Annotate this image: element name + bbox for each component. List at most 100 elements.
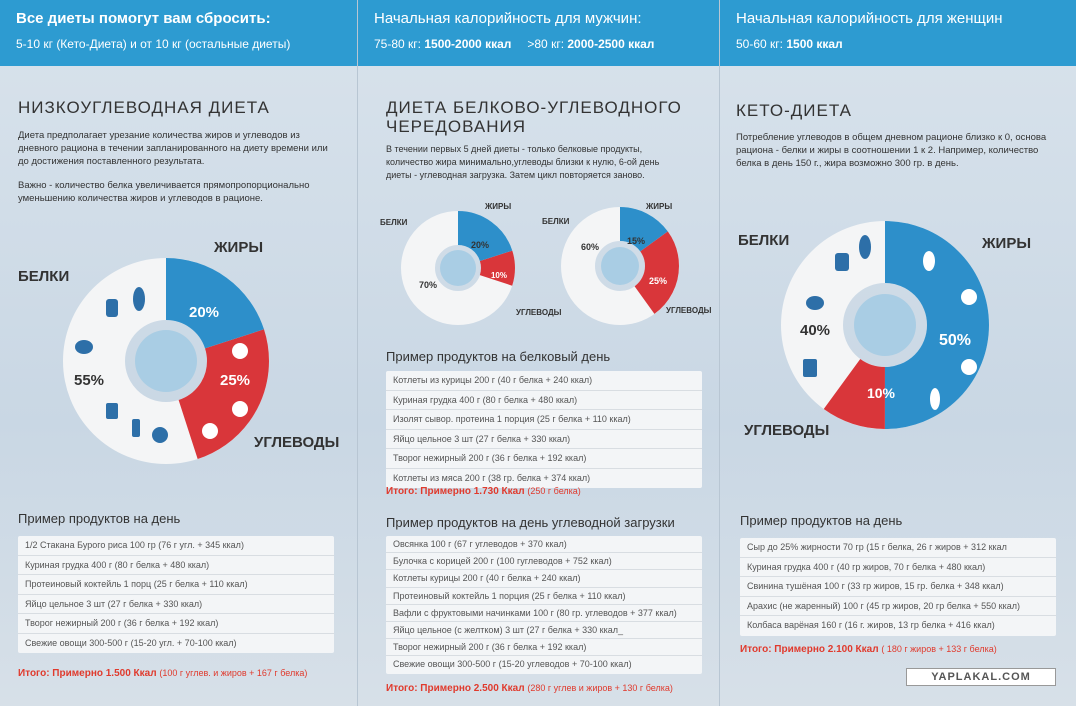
fat-pct: 20%	[189, 304, 219, 321]
jar-icon	[106, 403, 118, 419]
cheese-wedge-icon	[961, 359, 977, 375]
panel-low-carb: Все диеты помогут вам сбросить: 5-10 кг …	[0, 0, 358, 706]
jar-icon	[803, 359, 817, 377]
panel2-title: Диета белково-углеводного чередования	[386, 98, 682, 136]
panel2-examples2-title: Пример продуктов на день углеводной загр…	[386, 515, 675, 530]
panel3-title: Кето-диета	[736, 101, 852, 120]
panel1-header: Все диеты помогут вам сбросить: 5-10 кг …	[0, 0, 358, 66]
list-item: Вафли с фруктовыми начинками 100 г (80 г…	[386, 605, 702, 622]
list-item: Яйцо цельное 3 шт (27 г белка + 330 ккал…	[386, 430, 702, 449]
panel3-header: Начальная калорийность для женщин 50-60 …	[720, 0, 1076, 66]
header-val: 1500 ккал	[786, 37, 843, 51]
panel1-desc2: Важно - количество белка увеличивается п…	[18, 180, 310, 204]
panel3-desc: Потребление углеводов в общем дневном ра…	[736, 132, 1047, 169]
total-note: (100 г углев. и жиров + 167 г белка)	[159, 668, 308, 678]
list-item: Арахис (не жаренный) 100 г (45 гр жиров,…	[740, 597, 1056, 616]
panel1-examples-title: Пример продуктов на день	[18, 511, 181, 526]
panel3-carbs-label: УГЛЕВОДЫ	[744, 422, 830, 439]
list-item: Яйцо цельное 3 шт (27 г белка + 330 ккал…	[18, 595, 334, 614]
panel2-a-fat-label: ЖИРЫ	[485, 202, 512, 211]
list-item: Булочка с корицей 200 г (100 гуглеводов …	[386, 553, 702, 571]
total-label: Итого: Примерно 2.100 Ккал	[740, 644, 879, 655]
carbs-pct: 25%	[649, 276, 667, 286]
rice-icon	[232, 343, 248, 359]
avocado-icon	[923, 251, 935, 271]
list-item: Протеиновый коктейль 1 порция (25 г белк…	[386, 588, 702, 605]
fat-slice	[63, 258, 269, 464]
panel3-examples-title: Пример продуктов на день	[740, 513, 903, 528]
donut-hole	[135, 330, 197, 392]
panel1-title: Низкоуглеводная диета	[18, 98, 270, 117]
panel3-fat-label: ЖИРЫ	[982, 235, 1032, 252]
list-item: Творог нежирный 200 г (36 г белка + 192 …	[18, 614, 334, 634]
list-item: Изолят сывор. протеина 1 порция (25 г бе…	[386, 410, 702, 430]
fish-icon	[133, 287, 145, 311]
list-item: Куриная грудка 400 г (80 г белка + 480 к…	[18, 556, 334, 575]
panel1-header-sub: 5-10 кг (Кето-Диета) и от 10 кг (остальн…	[16, 37, 291, 51]
fat-pct: 50%	[939, 332, 971, 349]
panel3-total: Итого: Примерно 2.100 Ккал ( 180 г жиров…	[740, 644, 1070, 655]
panel1-examples-list: 1/2 Стакана Бурого риса 100 гр (76 г угл…	[18, 536, 334, 653]
panel2-desc: В течении первых 5 дней диеты - только б…	[386, 144, 660, 180]
carbs-slice	[561, 207, 679, 325]
drumstick-icon	[152, 427, 168, 443]
egg-icon	[75, 340, 93, 354]
list-item: Котлеты из мяса 200 г (38 гр. белка + 37…	[393, 472, 591, 483]
cheese-icon	[961, 289, 977, 305]
panel2-total2: Итого: Примерно 2.500 Ккал (280 г углев …	[386, 683, 716, 694]
meat-icon	[835, 253, 849, 271]
panel2-header: Начальная калорийность для мужчин: 75-80…	[358, 0, 720, 66]
donut-hole	[601, 247, 639, 285]
list-item: Куриная грудка 400 г (40 гр жиров, 70 г …	[740, 558, 1056, 577]
header-kg: 50-60 кг:	[736, 37, 783, 51]
total-label: Итого: Примерно 1.500 Ккал	[18, 668, 157, 679]
carbs-slice	[401, 211, 515, 325]
fat-pct: 20%	[471, 240, 489, 250]
panel3-examples-list: Сыр до 25% жирности 70 гр (15 г белка, 2…	[740, 538, 1056, 636]
total-label: Итого: Примерно 1.730 Ккал	[386, 486, 525, 497]
watermark: YAPLAKAL.COM	[906, 668, 1056, 686]
carbs-pct: 10%	[867, 385, 896, 401]
total-label: Итого: Примерно 2.500 Ккал	[386, 683, 525, 694]
panel3-protein-label: БЕЛКИ	[738, 232, 790, 249]
carbs-pct: 10%	[491, 271, 507, 280]
panel2-total1: Итого: Примерно 1.730 Ккал (250 г белка)	[386, 486, 706, 497]
list-item: Свежие овощи 300-500 г (15-20 углеводов …	[393, 659, 632, 670]
pepper-icon	[202, 423, 218, 439]
header-a-kg: 75-80 кг:	[374, 37, 421, 51]
panel3-donut-chart: 50% 10% 40%	[781, 221, 989, 429]
total-note: ( 180 г жиров + 133 г белка)	[881, 644, 997, 654]
fat-slice	[561, 207, 679, 325]
fat-pct: 15%	[627, 236, 645, 246]
panel2-header-title: Начальная калорийность для мужчин:	[374, 10, 642, 27]
panel2-donut-a: 20% 10% 70%	[401, 211, 515, 325]
panel1-fat-label: ЖИРЫ	[214, 239, 264, 256]
protein-pct: 40%	[800, 322, 830, 339]
panel2-examples1-list: Котлеты из курицы 200 г (40 г белка + 24…	[386, 371, 702, 488]
panel2-b-protein-label: БЕЛКИ	[542, 217, 570, 226]
donut-hole	[854, 294, 916, 356]
panel1-total: Итого: Примерно 1.500 Ккал (100 г углев.…	[18, 668, 348, 679]
panel2-a-carbs-label: УГЛЕВОДЫ	[516, 308, 562, 317]
panel-protein-carb: Начальная калорийность для мужчин: 75-80…	[358, 0, 720, 706]
meat-icon	[106, 299, 118, 317]
list-item: Протеиновый коктейль 1 порц (25 г белка …	[18, 575, 334, 595]
total-note: (250 г белка)	[527, 486, 581, 496]
panel1-desc1: Диета предполагает урезание количества ж…	[18, 130, 328, 167]
panel2-donut-b: 15% 25% 60%	[561, 207, 679, 325]
egg-icon	[806, 296, 824, 310]
panel-keto: Начальная калорийность для женщин 50-60 …	[720, 0, 1076, 706]
header-b-kg: >80 кг:	[527, 37, 565, 51]
panel3-header-title: Начальная калорийность для женщин	[736, 10, 1003, 27]
panel2-a-protein-label: БЕЛКИ	[380, 218, 408, 227]
food-icons	[75, 287, 248, 443]
list-item: Котлеты из курицы 200 г (40 г белка + 24…	[386, 371, 702, 391]
list-item: Котлеты курицы 200 г (40 г белка + 240 к…	[386, 570, 702, 588]
panel2-examples2-list: Овсянка 100 г (67 г углеводов + 370 ккал…	[386, 536, 702, 674]
food-icons	[803, 235, 977, 410]
list-item: Творог нежирный 200 г (36 г белка + 192 …	[386, 639, 702, 657]
list-item: Колбаса варёная 160 г (16 г. жиров, 13 г…	[747, 620, 995, 630]
panel2-examples1-title: Пример продуктов на белковый день	[386, 349, 611, 364]
header-b-val: 2000-2500 ккал	[567, 37, 655, 51]
list-item: Свежие овощи 300-500 г (15-20 угл. + 70-…	[25, 637, 237, 648]
